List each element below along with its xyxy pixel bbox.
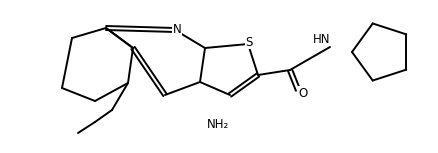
Text: HN: HN xyxy=(313,32,330,45)
Text: S: S xyxy=(245,35,252,49)
Text: NH₂: NH₂ xyxy=(206,119,229,131)
Text: O: O xyxy=(298,86,307,99)
Text: N: N xyxy=(172,22,181,35)
